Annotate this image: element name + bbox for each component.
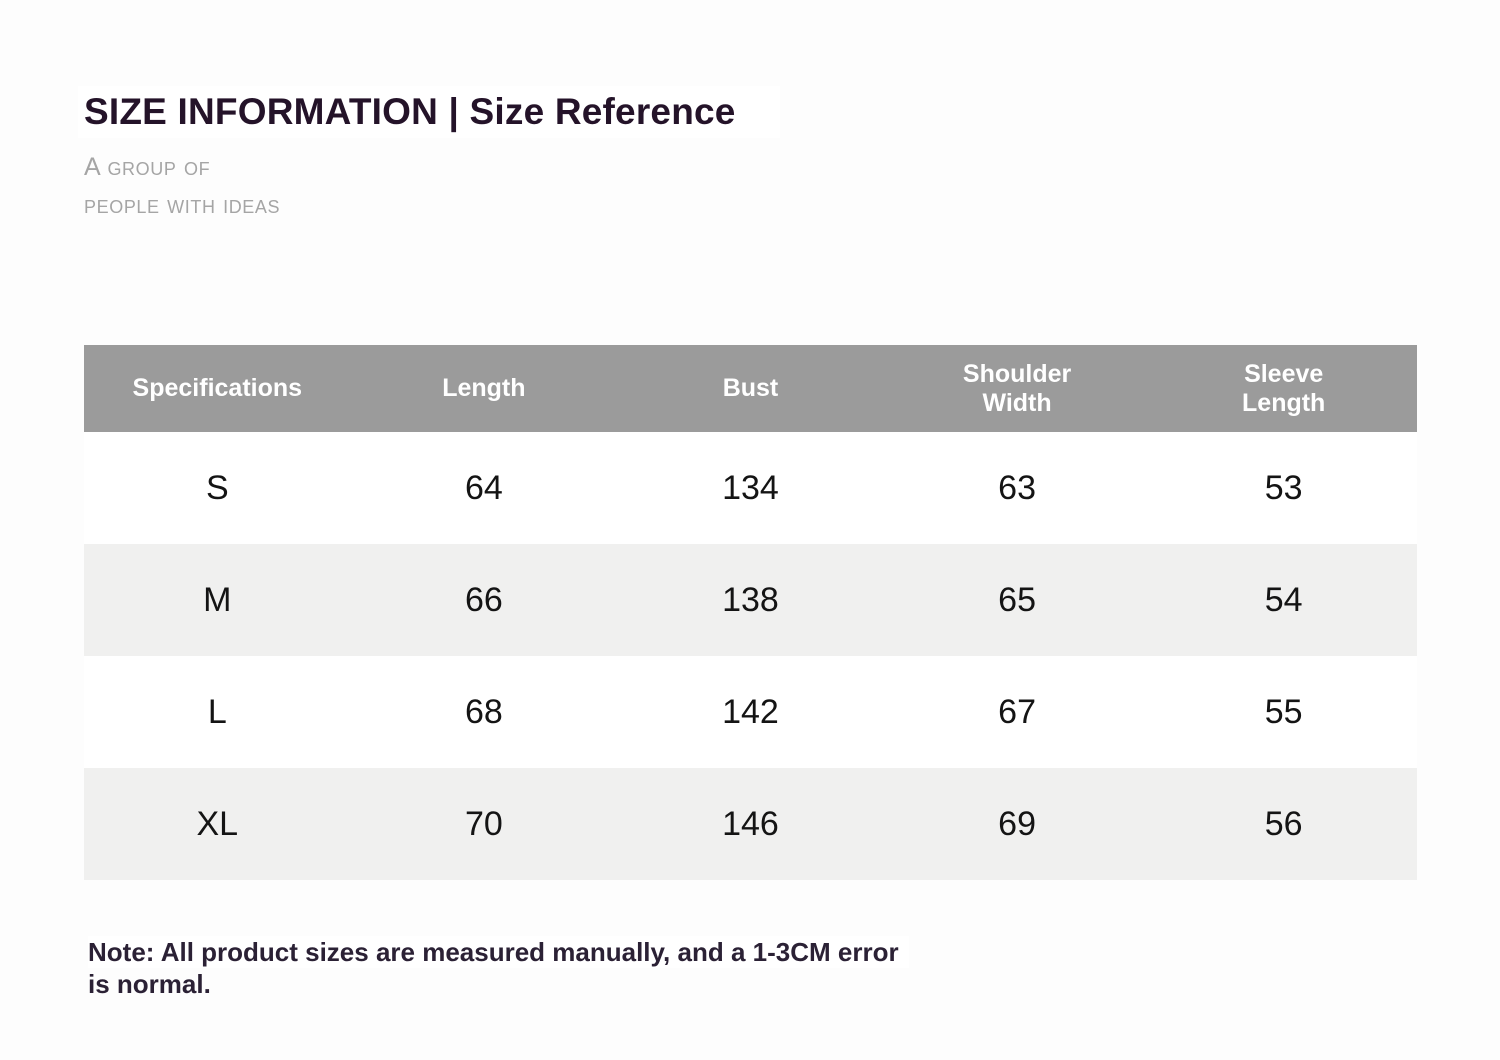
- bust-cell: 142: [617, 656, 884, 768]
- shoulder-width-cell: 67: [883, 656, 1151, 768]
- length-cell: 70: [350, 768, 618, 880]
- note-line-1: Note: All product sizes are measured man…: [88, 936, 909, 968]
- bust-cell: 134: [617, 432, 884, 544]
- size-cell: XL: [84, 768, 351, 880]
- header-cell-length: Length: [350, 345, 618, 432]
- size-cell: S: [84, 432, 351, 544]
- table-row-size-s: S 64 134 63 53: [84, 432, 1417, 544]
- sleeve-length-cell: 56: [1150, 768, 1417, 880]
- bust-cell: 138: [617, 544, 884, 656]
- page-title: SIZE INFORMATION | Size Reference: [78, 86, 780, 138]
- header-cell-sleeve-length: Sleeve Length: [1150, 345, 1417, 432]
- table-row-size-xl: XL 70 146 69 56: [84, 768, 1417, 880]
- sleeve-length-cell: 54: [1150, 544, 1417, 656]
- measurement-note: Note: All product sizes are measured man…: [88, 936, 909, 1000]
- table-row-size-m: M 66 138 65 54: [84, 544, 1417, 656]
- size-cell: M: [84, 544, 351, 656]
- header-cell-bust: Bust: [617, 345, 884, 432]
- shoulder-width-cell: 69: [883, 768, 1151, 880]
- sleeve-length-cell: 53: [1150, 432, 1417, 544]
- length-cell: 64: [350, 432, 618, 544]
- table-header-row: Specifications Length Bust Shoulder Widt…: [84, 345, 1417, 432]
- header-cell-shoulder-width: Shoulder Width: [883, 345, 1151, 432]
- shoulder-width-cell: 63: [883, 432, 1151, 544]
- size-cell: L: [84, 656, 351, 768]
- bust-cell: 146: [617, 768, 884, 880]
- table-row-size-l: L 68 142 67 55: [84, 656, 1417, 768]
- tagline-line-1: A group of: [84, 153, 211, 181]
- length-cell: 66: [350, 544, 618, 656]
- brand-tagline: A group of people with ideas: [84, 148, 280, 224]
- tagline-line-2: people with ideas: [84, 191, 281, 219]
- length-cell: 68: [350, 656, 618, 768]
- header-cell-specifications: Specifications: [84, 345, 351, 432]
- shoulder-width-cell: 65: [883, 544, 1151, 656]
- note-line-2: is normal.: [88, 969, 211, 999]
- size-chart-table: Specifications Length Bust Shoulder Widt…: [84, 345, 1417, 880]
- sleeve-length-cell: 55: [1150, 656, 1417, 768]
